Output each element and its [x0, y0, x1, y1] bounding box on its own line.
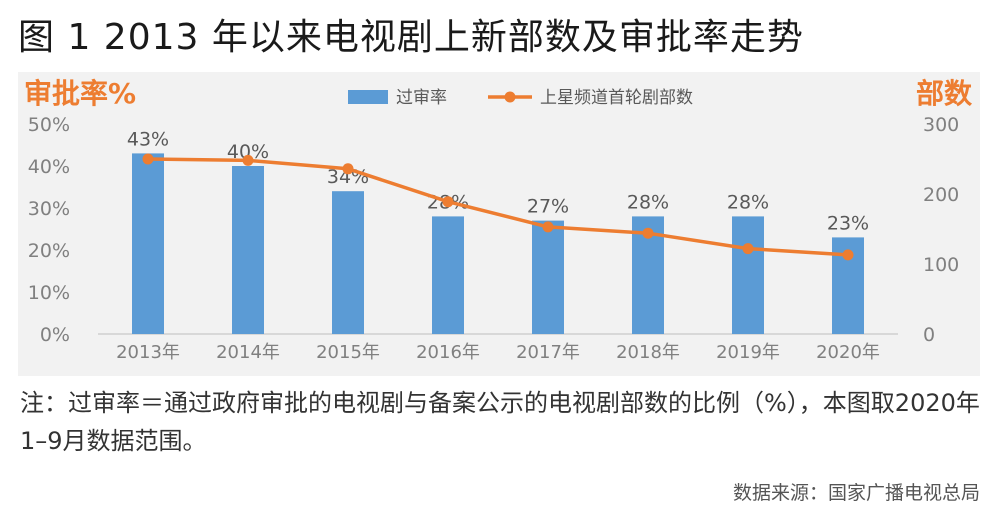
- data-source: 数据来源：国家广播电视总局: [732, 482, 980, 504]
- y-left-tick-label: 50%: [28, 114, 70, 136]
- combo-chart: 审批率% 部数 0% 10% 20% 30% 40% 50% 0 100 200 300 2013年 20…: [24, 77, 973, 363]
- bar: [532, 220, 564, 334]
- legend-label: 上星频道首轮剧部数: [540, 88, 693, 108]
- bar-data-label: 43%: [127, 128, 169, 150]
- x-tick-label: 2017年: [516, 342, 580, 363]
- x-tick-label: 2013年: [116, 342, 180, 363]
- bar: [332, 191, 364, 334]
- x-tick-label: 2014年: [216, 342, 280, 363]
- line-point: [642, 227, 654, 239]
- y-left-tick-label: 10%: [28, 282, 70, 304]
- line-point: [542, 221, 554, 233]
- legend-swatch-bar: [348, 90, 388, 104]
- bar: [232, 166, 264, 334]
- y-left-tick-label: 40%: [28, 156, 70, 178]
- line-series: [147, 157, 849, 257]
- y-left-tick-label: 0%: [40, 324, 70, 346]
- line-point: [342, 163, 354, 175]
- y-right-tick-label: 300: [923, 114, 959, 136]
- legend-label: 过审率: [396, 88, 447, 108]
- figure-title: 图 1 2013 年以来电视剧上新部数及审批率走势: [18, 17, 804, 58]
- x-tick-label: 2015年: [316, 342, 380, 363]
- line-point: [242, 154, 254, 166]
- y-right-tick-label: 100: [923, 254, 959, 276]
- bar: [432, 216, 464, 334]
- bar-data-label: 28%: [627, 191, 669, 213]
- legend-swatch-marker: [504, 91, 516, 103]
- line-point: [142, 153, 154, 165]
- y-left-tick-label: 20%: [28, 240, 70, 262]
- x-tick-label: 2016年: [416, 342, 480, 363]
- bar-data-label: 28%: [727, 191, 769, 213]
- bar: [132, 153, 164, 334]
- y-right-axis-title: 部数: [916, 77, 973, 110]
- y-right-tick-label: 0: [923, 324, 935, 346]
- bar-data-label: 40%: [227, 141, 269, 163]
- x-tick-label: 2019年: [716, 342, 780, 363]
- x-tick-label: 2018年: [616, 342, 680, 363]
- bar-data-label: 27%: [527, 196, 569, 218]
- bar-data-label: 23%: [827, 212, 869, 234]
- x-tick-label: 2020年: [816, 342, 880, 363]
- line-point: [442, 196, 454, 208]
- line-point: [742, 243, 754, 255]
- y-left-tick-label: 30%: [28, 198, 70, 220]
- chart-panel: 审批率% 部数 0% 10% 20% 30% 40% 50% 0 100 200 300 2013年 20…: [18, 72, 980, 376]
- figure-note: 注：过审率＝通过政府审批的电视剧与备案公示的电视剧部数的比例（%），本图取202…: [20, 389, 980, 455]
- y-left-axis-title: 审批率%: [24, 77, 136, 110]
- y-right-tick-label: 200: [923, 184, 959, 206]
- bar: [732, 216, 764, 334]
- line-point: [842, 249, 854, 261]
